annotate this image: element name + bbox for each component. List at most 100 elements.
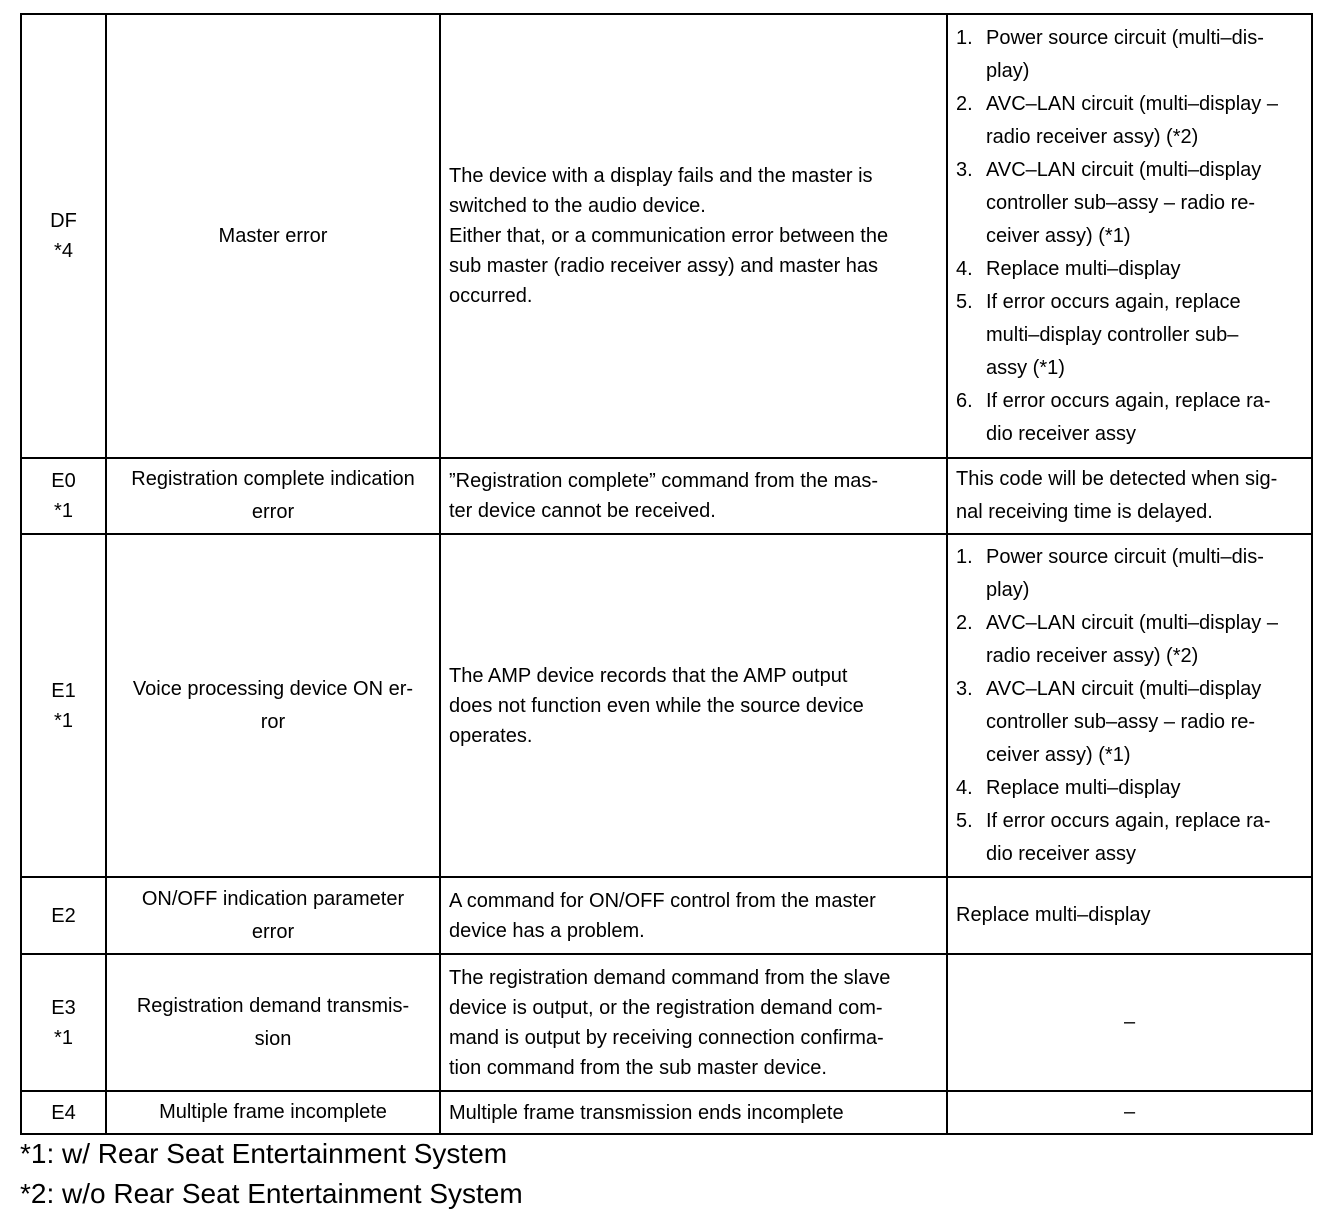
text-line: ceiver assy) (*1) [986, 743, 1131, 766]
text-line: does not function even while the source … [449, 694, 864, 717]
name-cell: Registration demand transmis-sion [105, 953, 441, 1092]
text-line: *1 [54, 709, 73, 732]
name-cell: Voice processing device ON er-ror [105, 533, 441, 878]
text-line: device is output, or the registration de… [449, 996, 883, 1019]
text-line: multi–display controller sub– [986, 323, 1239, 346]
action-item: 1. Power source circuit (multi–dis-play) [956, 22, 1303, 88]
text-line: Power source circuit (multi–dis- [986, 26, 1264, 49]
item-number: 1. [956, 26, 973, 49]
item-number: 5. [956, 809, 973, 832]
code-cell: E0 *1 [20, 457, 107, 535]
code-cell: DF *4 [20, 13, 107, 459]
action-item: 2. AVC–LAN circuit (multi–display – radio … [956, 88, 1303, 154]
footnote-1: *1: w/ Rear Seat Entertainment System [20, 1138, 508, 1169]
text-line: play) [986, 59, 1030, 82]
table-row: DF *4 Master error The device with a displa… [20, 13, 1313, 459]
text-line: tion command from the sub master device. [449, 1056, 827, 1079]
description-cell: The registration demand command from the… [439, 953, 948, 1092]
action-item: 5. If error occurs again, replace multi–di… [956, 286, 1303, 385]
text-line: ON/OFF indication parameter [141, 887, 405, 910]
text-line: sub master (radio receiver assy) and mas… [449, 255, 879, 277]
action-item: 1. Power source circuit (multi–dis-play) [956, 541, 1303, 607]
text-line: dio receiver assy [986, 842, 1137, 865]
item-number: 4. [956, 257, 973, 280]
action-cell: 1. Power source circuit (multi–dis-play) 2… [946, 533, 1313, 878]
action-cell: 1. Power source circuit (multi–dis-play) 2… [946, 13, 1313, 459]
text-line: mand is output by receiving connection c… [449, 1026, 884, 1049]
text-line: Voice processing device ON er- [132, 677, 414, 700]
name-cell: ON/OFF indication parameter error [105, 876, 441, 955]
table-row: E3 *1 Registration demand transmis-sion The… [20, 953, 1313, 1092]
description-cell: A command for ON/OFF control from the ma… [439, 876, 948, 955]
text-line: Multiple frame incomplete [159, 1101, 387, 1123]
item-text: If error occurs again, replace ra-dio re… [986, 805, 1271, 871]
item-number: 3. [956, 158, 973, 181]
description-cell: ”Registration complete” command from the… [439, 457, 948, 535]
name-cell: Master error [105, 13, 441, 459]
text-line: radio receiver assy) (*2) [986, 644, 1199, 667]
text-line: switched to the audio device. [449, 195, 706, 217]
table-row: E2 ON/OFF indication parameter error A comm… [20, 876, 1313, 955]
code-cell: E1 *1 [20, 533, 107, 878]
code-cell: E3 *1 [20, 953, 107, 1092]
item-text: Power source circuit (multi–dis-play) [986, 22, 1264, 88]
table-row: E4 Multiple frame incomplete Multiple fram… [20, 1090, 1313, 1135]
text-line: operates. [449, 724, 533, 747]
text-line: occurred. [449, 285, 533, 307]
text-line: *4 [54, 240, 73, 262]
text-line: Master error [218, 224, 328, 247]
action-item: 2. AVC–LAN circuit (multi–display – radio … [956, 607, 1303, 673]
item-text: Replace multi–display [986, 772, 1181, 805]
action-item: 4. Replace multi–display [956, 772, 1303, 805]
text-line: dio receiver assy [986, 422, 1137, 445]
text-line: Replace multi–display [986, 776, 1181, 799]
text-line: E4 [51, 1101, 76, 1124]
item-number: 3. [956, 677, 973, 700]
diagnostic-code-table: DF *4 Master error The device with a displa… [20, 13, 1313, 1135]
text-line: ter device cannot be received. [449, 500, 716, 522]
item-number: 4. [956, 776, 973, 799]
item-text: If error occurs again, replace ra-dio re… [986, 385, 1271, 451]
text-line: Replace multi–display [956, 904, 1151, 926]
table-row: E1 *1 Voice processing device ON er-ror The… [20, 533, 1313, 878]
text-line: Registration complete indication [131, 468, 415, 490]
text-line: AVC–LAN circuit (multi–display – [986, 611, 1278, 634]
item-text: Replace multi–display [986, 253, 1181, 286]
code-cell: E2 [20, 876, 107, 955]
text-line: Power source circuit (multi–dis- [986, 545, 1264, 568]
text-line: If error occurs again, replace ra- [986, 809, 1271, 832]
text-line: Replace multi–display [986, 257, 1181, 280]
text-line: *1 [54, 1026, 73, 1049]
text-line: E1 [51, 679, 76, 702]
text-line: AVC–LAN circuit (multi–display [986, 677, 1262, 700]
item-text: Power source circuit (multi–dis-play) [986, 541, 1264, 607]
text-line: E3 [51, 996, 76, 1019]
text-line: device has a problem. [449, 919, 645, 942]
text-line: Either that, or a communication error be… [449, 225, 889, 247]
text-line: ceiver assy) (*1) [986, 224, 1131, 247]
text-line: – [1123, 1101, 1136, 1123]
text-line: sion [254, 1027, 292, 1050]
text-line: Multiple frame transmission ends incompl… [449, 1101, 844, 1124]
code-cell: E4 [20, 1090, 107, 1135]
text-line: E0 [51, 470, 76, 492]
item-number: 2. [956, 611, 973, 634]
text-line: ror [260, 710, 286, 733]
text-line: nal receiving time is delayed. [956, 501, 1213, 523]
action-cell: This code will be detected when sig-nal … [946, 457, 1313, 535]
text-line: DF [50, 210, 77, 232]
item-text: If error occurs again, replace multi–disp… [986, 286, 1241, 385]
description-cell: Multiple frame transmission ends incompl… [439, 1090, 948, 1135]
action-item: 4. Replace multi–display [956, 253, 1303, 286]
text-line: The device with a display fails and the … [449, 165, 873, 187]
item-text: AVC–LAN circuit (multi–display controller… [986, 154, 1261, 253]
action-item: 5. If error occurs again, replace ra-dio … [956, 805, 1303, 871]
text-line: If error occurs again, replace ra- [986, 389, 1271, 412]
text-line: If error occurs again, replace [986, 290, 1241, 313]
action-cell: Replace multi–display [946, 876, 1313, 955]
item-text: AVC–LAN circuit (multi–display – radio re… [986, 607, 1278, 673]
text-line: play) [986, 578, 1030, 601]
description-cell: The AMP device records that the AMP outp… [439, 533, 948, 878]
action-cell: – [946, 953, 1313, 1092]
text-line: The AMP device records that the AMP outp… [449, 664, 848, 687]
